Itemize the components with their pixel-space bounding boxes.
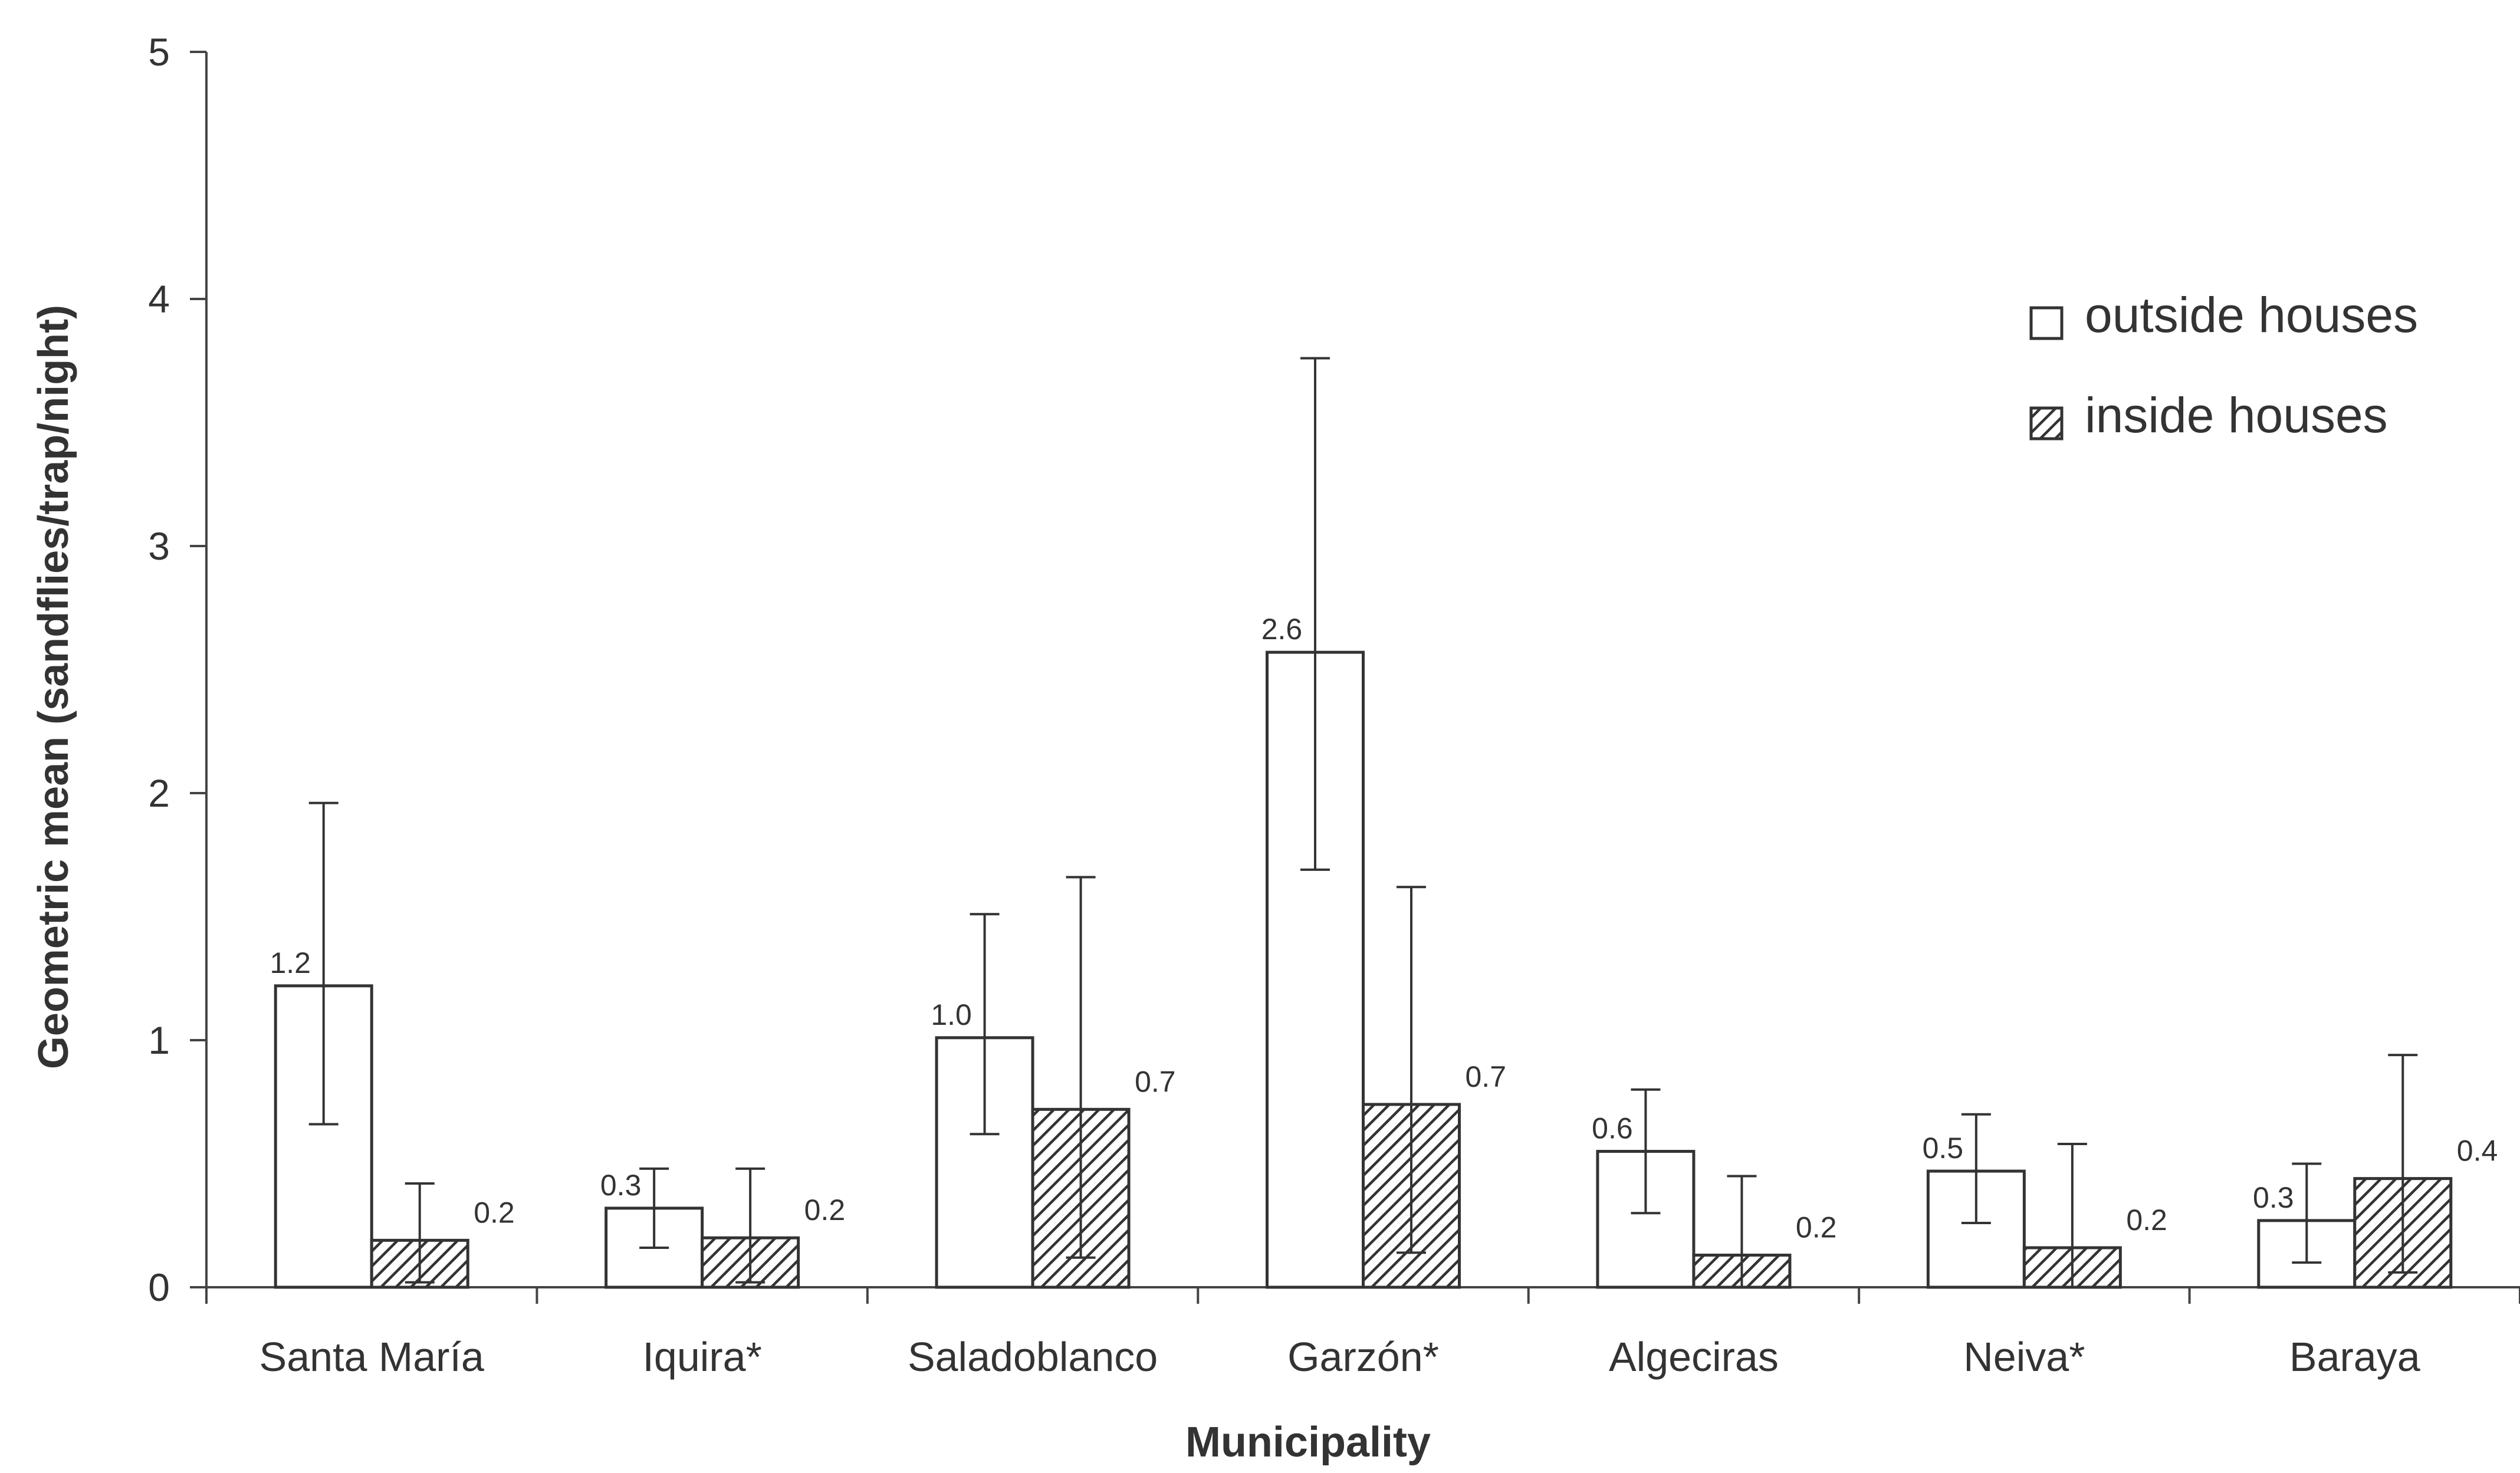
x-tick-label: Neiva*: [1963, 1334, 2085, 1380]
data-label: 2.6: [1261, 613, 1303, 646]
legend-label-inside: inside houses: [2085, 387, 2388, 443]
legend-label-outside: outside houses: [2085, 287, 2418, 343]
data-labels-group: 1.2 0.2 0.3 0.2 1.0 0.7 2.6 0.7 0.6 0.2 0.5 0.2 0.3 0…: [270, 613, 2498, 1244]
error-bars-group: [308, 357, 2418, 1288]
legend: outside houses inside houses: [2029, 287, 2418, 443]
data-label: 0.4: [2457, 1135, 2498, 1168]
y-axis: 0 1 2 3 4 5: [148, 30, 208, 1309]
data-label: 0.2: [1796, 1211, 1837, 1244]
y-axis-title: Geometric mean (sandflies/trap/night): [30, 305, 77, 1069]
data-label: 0.2: [804, 1193, 846, 1227]
data-label: 0.5: [1923, 1132, 1964, 1165]
x-tick-label: Santa María: [259, 1334, 484, 1380]
data-label: 0.7: [1466, 1060, 1507, 1093]
data-label: 0.7: [1135, 1065, 1176, 1098]
x-tick-label: Garzón*: [1287, 1334, 1439, 1380]
x-tick-label: Iquira*: [642, 1334, 761, 1380]
x-tick-label: Saladoblanco: [908, 1334, 1158, 1380]
data-label: 1.0: [931, 998, 972, 1031]
y-tick-label: 3: [148, 524, 170, 568]
y-tick-label: 5: [148, 30, 170, 74]
legend-swatch-outside: [2029, 306, 2064, 340]
x-tick-label: Algeciras: [1609, 1334, 1779, 1380]
y-tick-label: 0: [148, 1265, 170, 1309]
x-axis: Santa María Iquira* Saladoblanco Garzón* Alg…: [205, 1286, 2520, 1380]
y-tick-label: 4: [148, 277, 170, 321]
data-label: 0.6: [1592, 1112, 1633, 1145]
y-tick-label: 1: [148, 1018, 170, 1062]
data-label: 0.2: [2126, 1204, 2167, 1237]
legend-swatch-inside: [2029, 406, 2064, 440]
data-label: 0.3: [600, 1169, 642, 1202]
y-tick-label: 2: [148, 771, 170, 815]
data-label: 0.2: [474, 1196, 515, 1229]
x-axis-title: Municipality: [1185, 1419, 1431, 1466]
x-tick-label: Baraya: [2289, 1334, 2420, 1380]
data-label: 0.3: [2253, 1181, 2294, 1214]
data-label: 1.2: [270, 946, 311, 979]
